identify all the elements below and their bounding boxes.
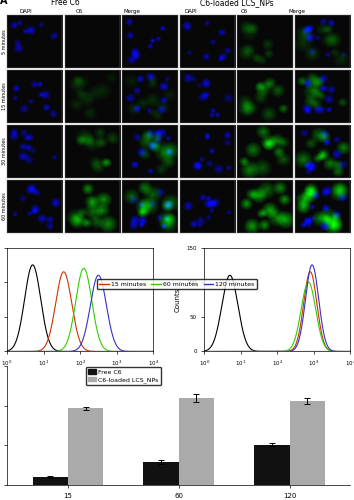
Text: Merge: Merge (289, 9, 306, 14)
Y-axis label: 60 minutes: 60 minutes (2, 192, 7, 220)
X-axis label: C6-loaded LCS_NPs: C6-loaded LCS_NPs (244, 374, 311, 380)
Text: C6-loaded LCS_NPs: C6-loaded LCS_NPs (200, 0, 274, 8)
Text: DAPI: DAPI (184, 9, 197, 14)
Legend: 15 minutes, 60 minutes, 120 minutes: 15 minutes, 60 minutes, 120 minutes (97, 279, 257, 289)
Bar (68, 408, 103, 485)
Bar (143, 462, 179, 485)
Text: C6: C6 (240, 9, 248, 14)
Y-axis label: Counts: Counts (175, 288, 181, 312)
Bar (254, 444, 290, 485)
Text: Free C6: Free C6 (51, 0, 80, 8)
Y-axis label: 5 minutes: 5 minutes (2, 29, 7, 54)
X-axis label: Free C6: Free C6 (67, 374, 93, 380)
Text: C6: C6 (75, 9, 83, 14)
Y-axis label: 15 minutes: 15 minutes (2, 82, 7, 110)
Legend: Free C6, C6-loaded LCS_NPs: Free C6, C6-loaded LCS_NPs (86, 367, 161, 385)
Text: Merge: Merge (124, 9, 141, 14)
Y-axis label: 30 minutes: 30 minutes (2, 138, 7, 166)
Text: A: A (0, 0, 8, 6)
Bar (33, 477, 68, 485)
Bar (179, 398, 214, 485)
Text: DAPI: DAPI (19, 9, 32, 14)
Bar (290, 401, 325, 485)
